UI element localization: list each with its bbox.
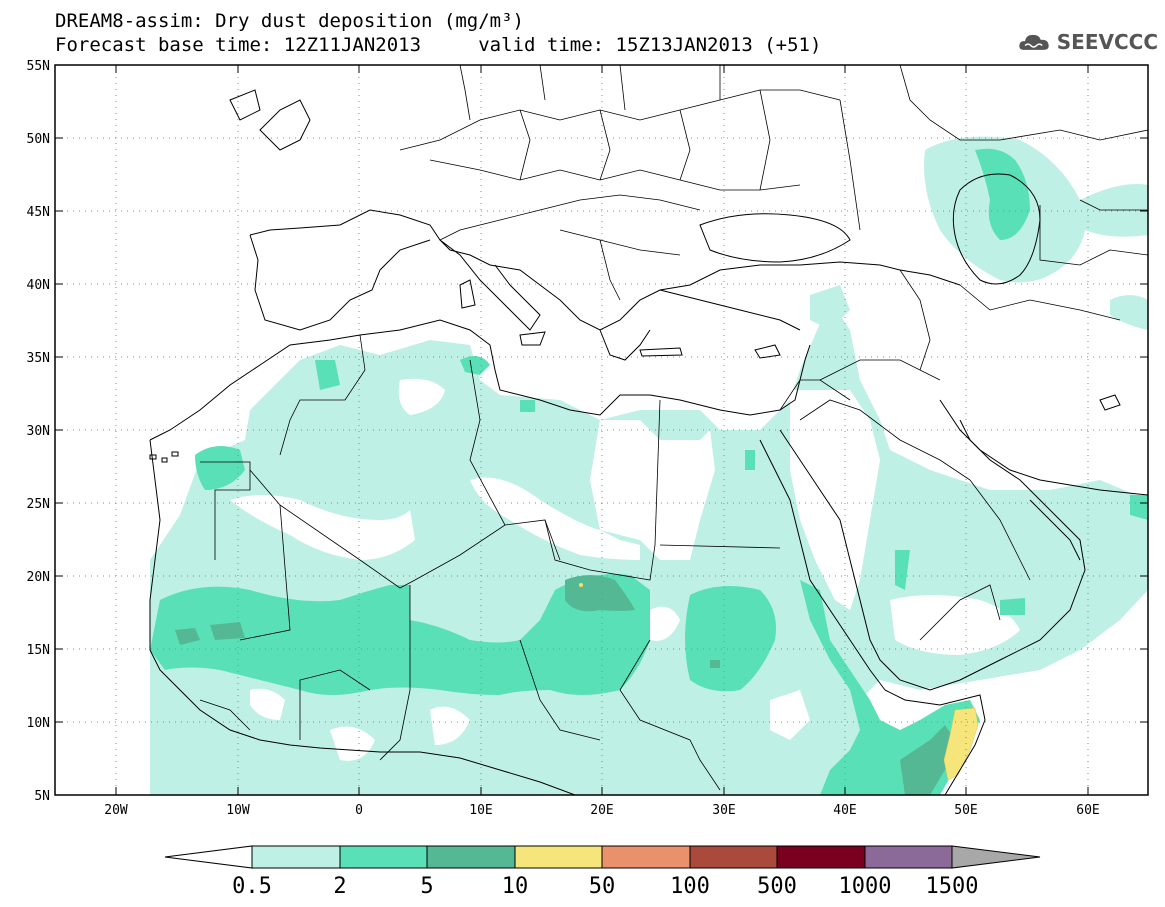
colorbar [164,845,1041,869]
colorbar-bin [689,845,778,869]
dust-level-10 [578,582,979,781]
colorbar-low-arrow [164,845,253,869]
colorbar-label: 500 [757,874,797,899]
lon-label: 20W [104,803,128,818]
colorbar-label: 10 [502,874,529,899]
lat-label: 45N [27,205,50,220]
colorbar-label: 1000 [839,874,892,899]
lat-label: 5N [34,789,50,804]
lat-label: 25N [27,497,50,512]
colorbar-label: 2 [333,874,346,899]
latitude-labels: 55N 50N 45N 40N 35N 30N 25N 20N 15N 10N … [27,59,50,804]
colorbar-bin [514,845,603,869]
forecast-times: Forecast base time: 12Z11JAN2013 valid t… [55,34,822,56]
longitude-labels: 20W 10W 0 10E 20E 30E 40E 50E 60E [104,803,1099,818]
colorbar-bin [864,845,953,869]
lon-label: 60E [1076,803,1099,818]
colorbar-label: 1500 [926,874,979,899]
lon-label: 20E [590,803,613,818]
colorbar-bin [251,845,341,869]
dust-gaps [230,378,1020,761]
coastlines [149,89,1148,795]
map-plot [55,65,1148,795]
colorbar-bin [339,845,428,869]
graticule [55,65,1148,795]
lon-label: 50E [954,803,977,818]
lat-label: 30N [27,424,50,439]
map-title: DREAM8-assim: Dry dust deposition (mg/m³… [55,10,524,32]
lat-label: 10N [27,716,50,731]
colorbar-label: 5 [420,874,433,899]
country-borders [199,65,1148,791]
lat-label: 40N [27,278,50,293]
colorbar-label: 100 [670,874,710,899]
colorbar-bin [601,845,691,869]
lon-label: 30E [712,803,735,818]
logo-text: SEEVCCC [1056,30,1158,54]
colorbar-labels: 0.5 2 5 10 50 100 500 1000 1500 [232,874,978,899]
lon-label: 10W [226,803,250,818]
lat-label: 35N [27,351,50,366]
lon-label: 10E [469,803,492,818]
cloud-icon [1019,34,1049,50]
colorbar-bin [426,845,516,869]
lat-label: 50N [27,132,50,147]
lat-label: 55N [27,59,50,74]
axis-ticks [55,64,1148,796]
colorbar-high-arrow [951,845,1041,869]
seevccc-logo: SEEVCCC [1018,26,1158,58]
lon-label: 0 [355,803,363,818]
lat-label: 15N [27,643,50,658]
colorbar-label: 0.5 [232,874,272,899]
colorbar-label: 50 [589,874,616,899]
lat-label: 20N [27,570,50,585]
colorbar-bin [776,845,866,869]
lon-label: 40E [833,803,856,818]
